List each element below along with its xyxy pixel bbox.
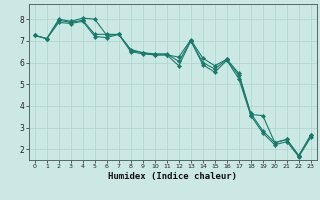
- X-axis label: Humidex (Indice chaleur): Humidex (Indice chaleur): [108, 172, 237, 181]
